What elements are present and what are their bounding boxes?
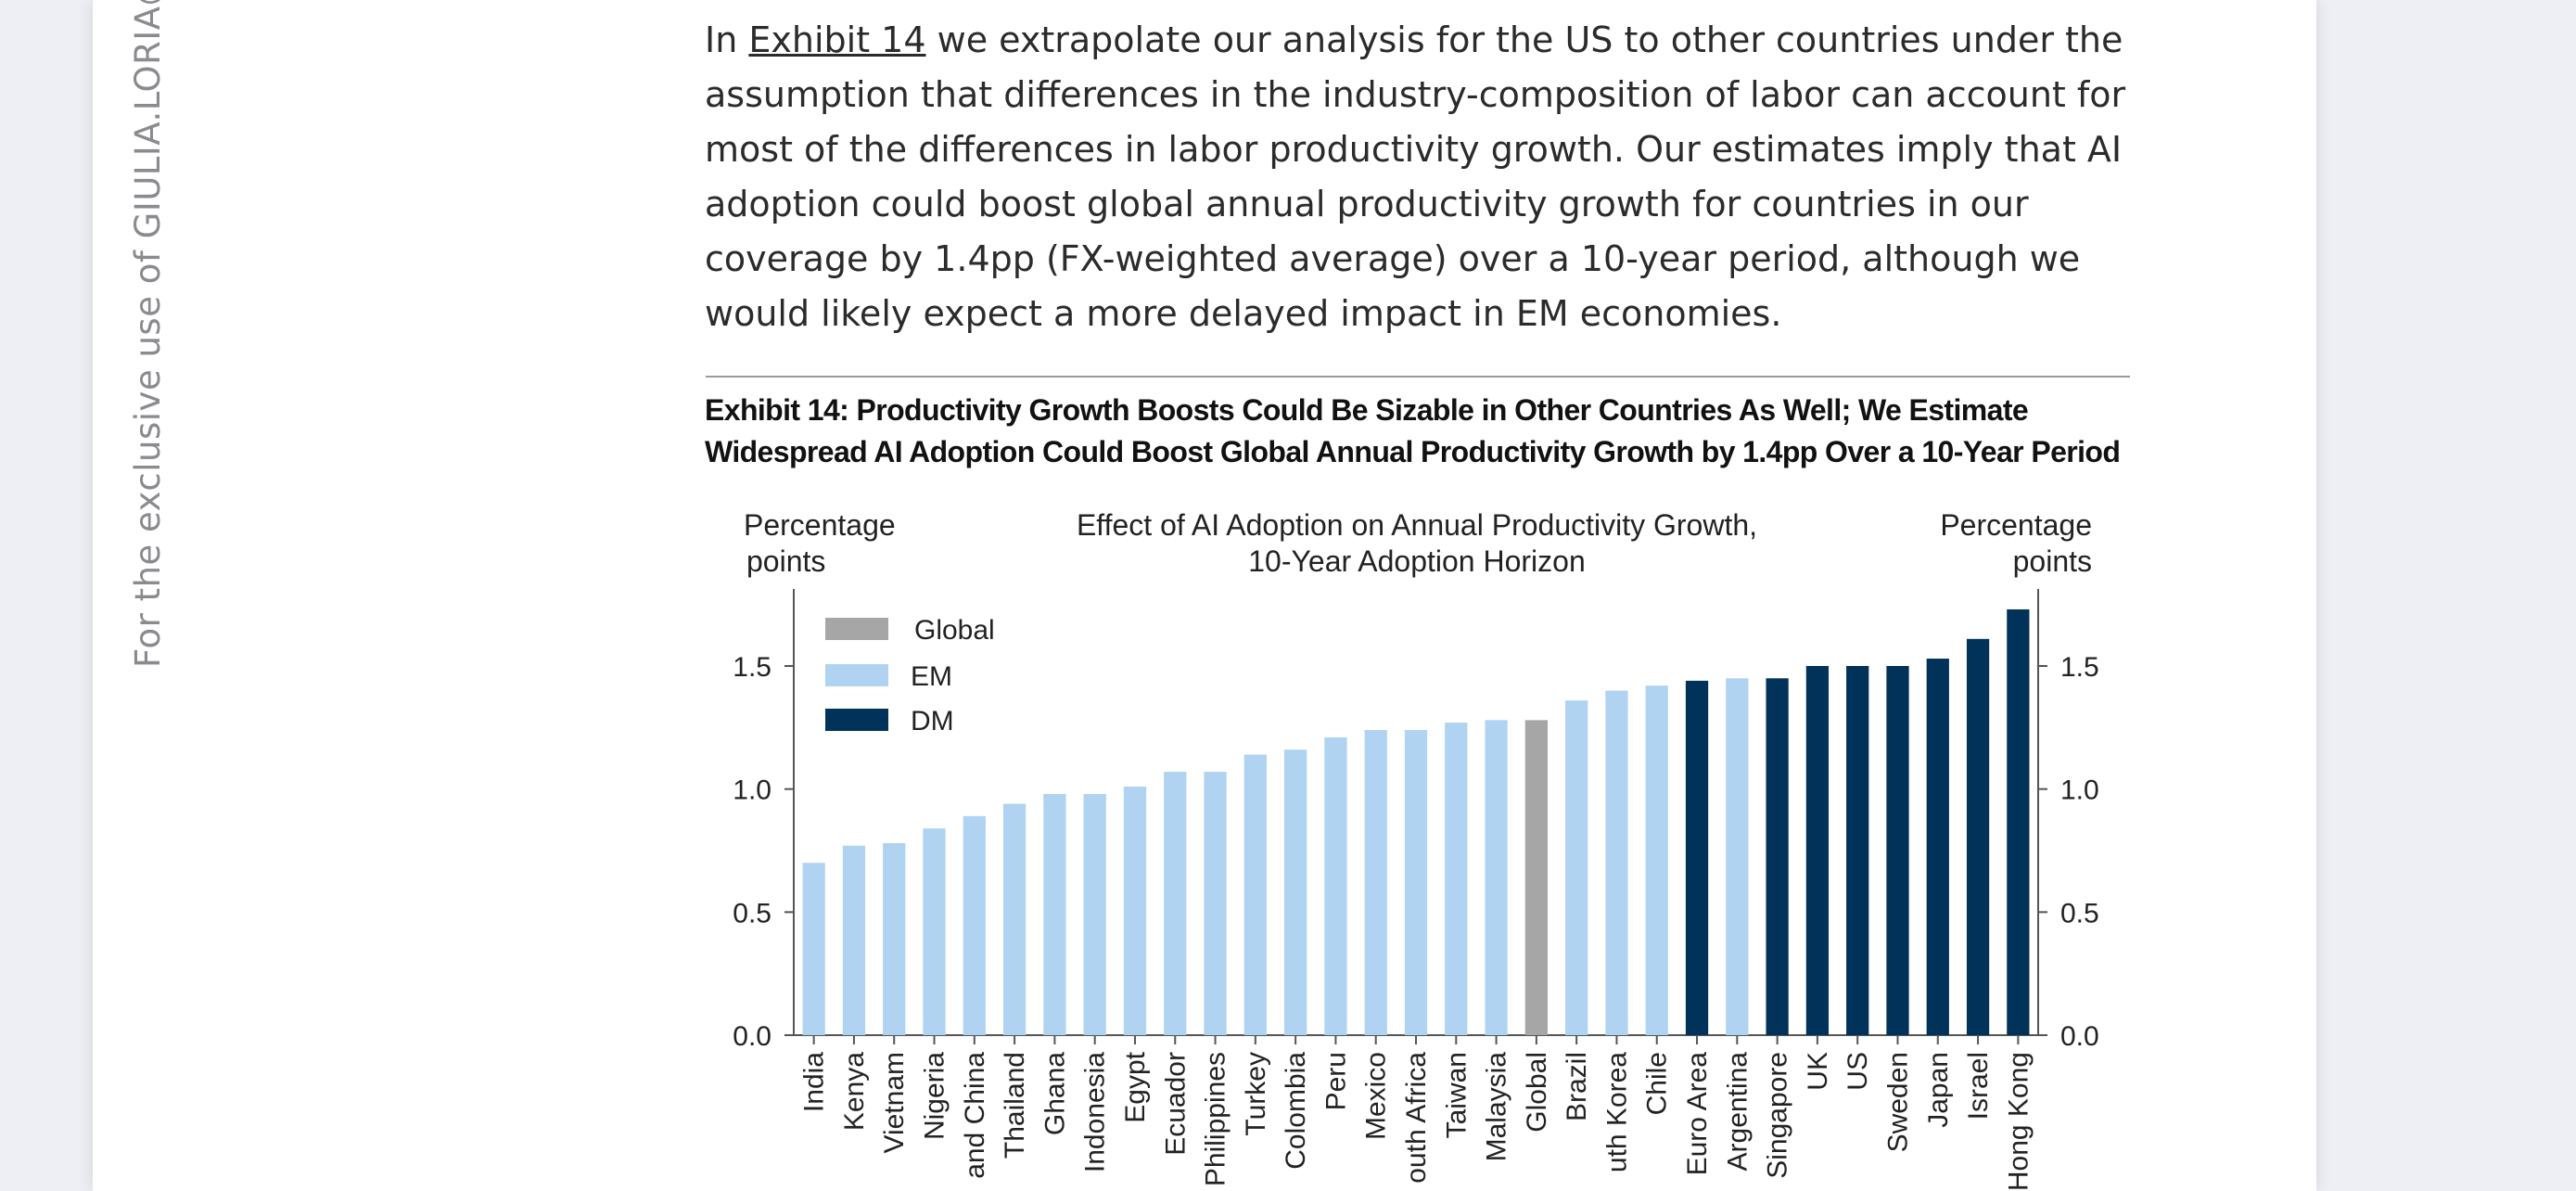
x-tick-label: Ghana — [1039, 1052, 1070, 1135]
exhibit-caption: Exhibit 14: Productivity Growth Boosts C… — [705, 390, 2151, 473]
legend-swatch — [825, 618, 888, 640]
bar — [1204, 772, 1227, 1035]
x-tick-label: Hong Kong — [2003, 1052, 2034, 1191]
legend-label: DM — [911, 706, 954, 736]
bar — [1043, 793, 1066, 1035]
paragraph-text: we extrapolate our analysis for the US t… — [705, 19, 2126, 334]
exhibit-caption-line-2: Widespread AI Adoption Could Boost Globa… — [705, 435, 2121, 468]
chart-title-line-1: Effect of AI Adoption on Annual Producti… — [1077, 508, 1757, 542]
bar — [1805, 666, 1830, 1035]
legend-swatch — [825, 709, 888, 731]
bar — [1083, 793, 1106, 1035]
left-y-tick-label: 0.5 — [733, 898, 772, 928]
x-tick-label: US — [1843, 1052, 1873, 1091]
x-tick-label: Global — [1522, 1052, 1552, 1133]
right-y-tick-label: 0.0 — [2060, 1021, 2099, 1052]
x-tick-label: outh Africa — [1401, 1052, 1432, 1184]
bar — [1485, 720, 1508, 1035]
legend-swatch — [825, 664, 888, 686]
bar — [1766, 678, 1789, 1035]
x-tick-label: Mexico — [1361, 1052, 1392, 1140]
left-axis-label-line-2: points — [746, 544, 825, 578]
bar — [1123, 787, 1147, 1035]
right-y-tick-label: 1.5 — [2060, 652, 2099, 683]
bar — [923, 828, 946, 1035]
x-tick-label: Indonesia — [1080, 1052, 1111, 1172]
right-y-tick-label: 0.5 — [2060, 898, 2099, 928]
bar — [1404, 729, 1428, 1035]
paragraph-prefix: In — [705, 19, 749, 60]
bar — [883, 843, 906, 1035]
x-tick-label: Euro Area — [1682, 1052, 1713, 1176]
chart-title-line-2: 10-Year Adoption Horizon — [1248, 544, 1586, 578]
bar — [802, 863, 825, 1035]
bar — [1886, 666, 1909, 1035]
right-axis-label-line-2: points — [2013, 544, 2092, 578]
chart-axes: 0.0 0.0 0.5 0.5 1.0 1.0 1.5 1.5 — [733, 589, 2099, 1052]
x-tick-label: Colombia — [1281, 1052, 1311, 1170]
x-tick-label: Ecuador — [1160, 1052, 1191, 1156]
bar — [1966, 638, 1990, 1035]
exhibit-caption-line-1: Exhibit 14: Productivity Growth Boosts C… — [705, 393, 2029, 427]
chart-legend: Global EM DM — [825, 615, 995, 736]
body-paragraph: In Exhibit 14 we extrapolate our analysi… — [705, 13, 2151, 341]
x-tick-label: Malaysia — [1482, 1052, 1512, 1162]
section-divider — [706, 376, 2130, 378]
x-tick-label: Peru — [1320, 1052, 1351, 1110]
bar — [1846, 666, 1869, 1035]
bar — [1284, 749, 1307, 1035]
bar — [1445, 723, 1468, 1035]
x-tick-label: India — [799, 1052, 830, 1112]
bar — [1565, 700, 1588, 1035]
bar — [1605, 690, 1628, 1035]
x-tick-label: Turkey — [1241, 1052, 1271, 1136]
exhibit-14-link[interactable]: Exhibit 14 — [748, 19, 926, 60]
x-tick-label: and China — [960, 1052, 990, 1179]
bar — [1726, 678, 1749, 1035]
left-y-tick-label: 1.5 — [733, 652, 772, 683]
x-tick-label: Singapore — [1763, 1052, 1793, 1179]
legend-label: Global — [914, 615, 995, 646]
x-tick-label: Israel — [1963, 1052, 1994, 1120]
x-axis-labels: India Kenya Vietnam Nigeria and China Thailan… — [799, 1035, 2034, 1191]
x-tick-label: UK — [1803, 1052, 1833, 1091]
x-tick-label: Vietnam — [879, 1052, 910, 1154]
x-tick-label: Philippines — [1201, 1052, 1231, 1186]
x-tick-label: Japan — [1923, 1052, 1954, 1128]
x-tick-label: Nigeria — [920, 1052, 950, 1140]
bar — [1164, 772, 1187, 1035]
bar — [1524, 720, 1548, 1035]
x-tick-label: uth Korea — [1601, 1052, 1632, 1172]
bar — [1926, 659, 1949, 1035]
bar — [842, 845, 866, 1035]
chart-bars — [802, 608, 2030, 1035]
x-tick-label: Thailand — [1000, 1052, 1030, 1159]
right-axis-label-line-1: Percentage — [1940, 508, 2092, 542]
left-y-tick-label: 0.0 — [733, 1021, 772, 1052]
x-tick-label: Kenya — [839, 1052, 870, 1131]
bar — [1324, 736, 1347, 1035]
x-tick-label: Chile — [1642, 1052, 1673, 1115]
bar — [1243, 754, 1267, 1035]
legend-label: EM — [911, 661, 952, 692]
bar — [1685, 680, 1709, 1035]
bar — [1645, 685, 1668, 1035]
bar — [2007, 608, 2030, 1035]
bar — [1002, 803, 1027, 1035]
bar — [1364, 729, 1387, 1035]
x-tick-label: Brazil — [1562, 1052, 1592, 1121]
right-y-tick-label: 1.0 — [2060, 775, 2099, 806]
x-tick-label: Taiwan — [1441, 1052, 1472, 1138]
bar — [963, 815, 986, 1035]
x-tick-label: Egypt — [1120, 1051, 1151, 1122]
left-axis-label-line-1: Percentage — [744, 508, 896, 542]
left-y-tick-label: 1.0 — [733, 775, 772, 806]
x-tick-label: Sweden — [1882, 1052, 1913, 1152]
x-tick-label: Argentina — [1722, 1052, 1753, 1172]
